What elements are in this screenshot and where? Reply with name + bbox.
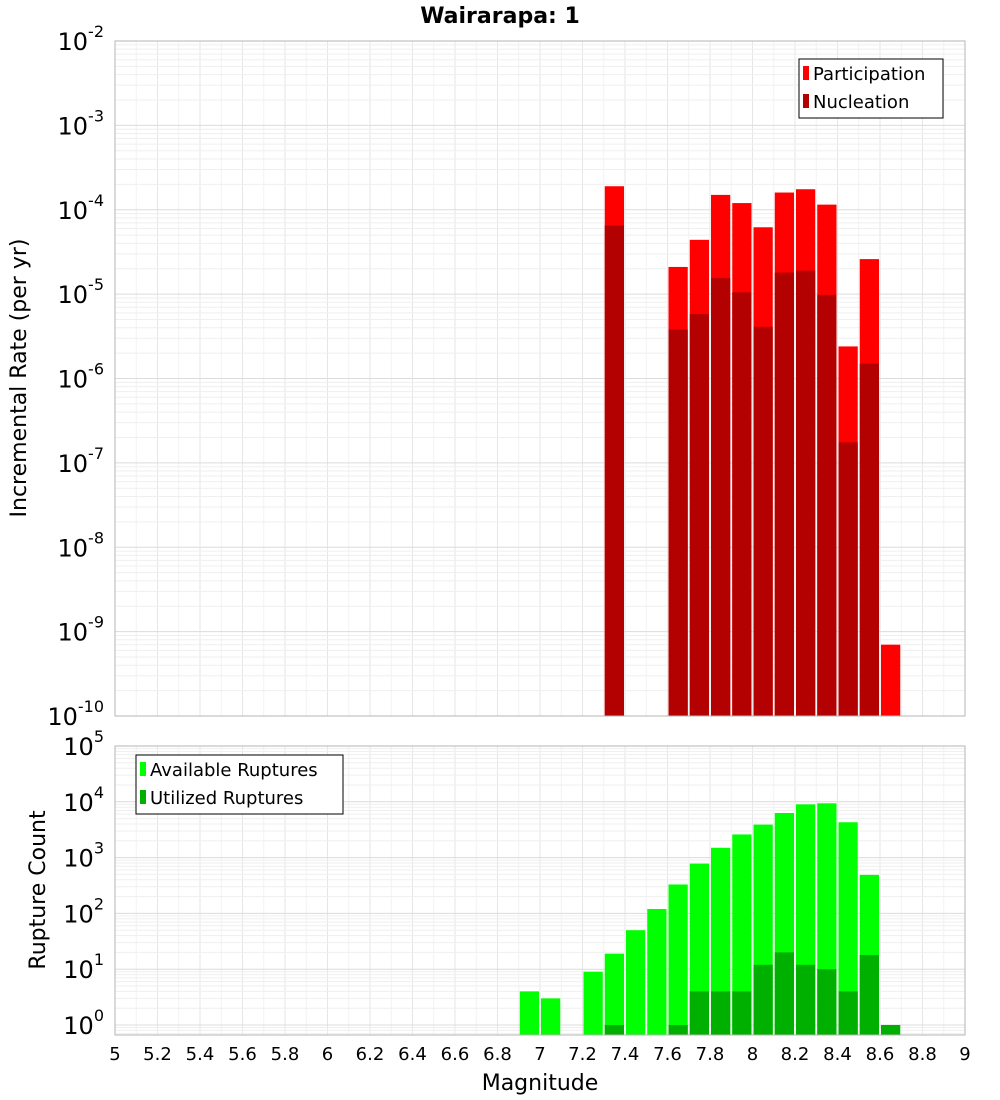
bar-nucleation xyxy=(774,272,794,716)
bottom-y-tick-labels: 100 101 102 103 104 105 xyxy=(63,727,104,1040)
x-tick-label: 7.4 xyxy=(611,1044,640,1065)
bottom-plot-frame xyxy=(114,745,966,1036)
bar-utilized-ruptures xyxy=(796,964,816,1035)
x-tick-label: 5 xyxy=(109,1044,120,1065)
top-bars xyxy=(604,186,901,717)
top-plot: 10-10 10-9 10-8 10-7 10-6 10-5 10-4 10-3 10-2 In… xyxy=(7,22,966,731)
y-tick-label: 104 xyxy=(63,783,104,817)
bottom-legend-box xyxy=(135,754,344,815)
y-tick-label: 102 xyxy=(63,894,104,928)
bar-utilized-ruptures xyxy=(859,954,879,1035)
bar-nucleation xyxy=(753,326,773,716)
bottom-plot: 100 101 102 103 104 105 5 5.2 5.4 5.6 5.8 6 6.2 6.4 6… xyxy=(26,727,971,1096)
x-tick-label: 7.8 xyxy=(696,1044,725,1065)
y-tick-label: 10-6 xyxy=(58,360,105,394)
bar-utilized-ruptures xyxy=(689,991,709,1035)
bar-participation xyxy=(881,644,901,716)
x-tick-label: 8.4 xyxy=(823,1044,852,1065)
legend-label-participation: Participation xyxy=(813,64,925,85)
bottom-y-axis-label: Rupture Count xyxy=(26,810,51,970)
bar-utilized-ruptures xyxy=(732,991,752,1035)
legend-label-available-ruptures: Available Ruptures xyxy=(150,760,318,781)
legend-swatch-available-ruptures xyxy=(140,762,146,776)
x-tick-label: 5.8 xyxy=(271,1044,300,1065)
top-y-axis-label: Incremental Rate (per yr) xyxy=(7,239,32,518)
x-tick-label: 6.6 xyxy=(441,1044,470,1065)
legend-label-nucleation: Nucleation xyxy=(813,92,909,113)
x-tick-label: 7.2 xyxy=(568,1044,597,1065)
x-tick-label: 7 xyxy=(534,1044,545,1065)
bar-utilized-ruptures xyxy=(668,1025,688,1035)
bar-available-ruptures xyxy=(583,971,603,1035)
y-tick-label: 100 xyxy=(63,1006,104,1040)
y-tick-label: 105 xyxy=(63,727,104,761)
bar-nucleation xyxy=(859,363,879,716)
bar-available-ruptures xyxy=(711,847,731,1035)
bar-utilized-ruptures xyxy=(711,991,731,1035)
x-tick-label: 8.2 xyxy=(781,1044,810,1065)
bottom-legend: Available Ruptures Utilized Ruptures xyxy=(135,754,344,815)
x-tick-label: 6 xyxy=(322,1044,333,1065)
bar-utilized-ruptures xyxy=(817,969,837,1035)
bar-nucleation xyxy=(838,442,858,716)
y-tick-label: 103 xyxy=(63,839,104,873)
y-tick-label: 10-7 xyxy=(58,444,105,478)
top-legend: Participation Nucleation xyxy=(798,58,944,119)
chart-title: Wairarapa: 1 xyxy=(420,4,580,29)
x-tick-label: 7.6 xyxy=(653,1044,682,1065)
y-tick-label: 10-4 xyxy=(58,191,105,225)
bar-utilized-ruptures xyxy=(753,964,773,1035)
top-y-tick-labels: 10-10 10-9 10-8 10-7 10-6 10-5 10-4 10-3 10-2 xyxy=(47,22,104,731)
x-tick-label: 9 xyxy=(959,1044,970,1065)
y-tick-label: 10-3 xyxy=(58,106,105,140)
x-axis-label: Magnitude xyxy=(482,1071,599,1096)
x-tick-label: 5.2 xyxy=(143,1044,172,1065)
bar-nucleation xyxy=(668,329,688,716)
bar-available-ruptures xyxy=(604,953,624,1035)
legend-label-utilized-ruptures: Utilized Ruptures xyxy=(150,788,303,809)
bar-nucleation xyxy=(796,270,816,716)
y-tick-label: 10-8 xyxy=(58,528,105,562)
bar-utilized-ruptures xyxy=(881,1025,901,1035)
top-plot-frame xyxy=(114,40,966,717)
bar-utilized-ruptures xyxy=(774,952,794,1035)
bar-nucleation xyxy=(817,294,837,716)
bar-available-ruptures xyxy=(838,822,858,1035)
top-legend-box xyxy=(798,58,944,119)
bar-available-ruptures xyxy=(732,834,752,1035)
bar-nucleation xyxy=(604,225,624,717)
bar-available-ruptures xyxy=(668,884,688,1035)
legend-swatch-utilized-ruptures xyxy=(140,790,146,804)
y-tick-label: 10-10 xyxy=(47,697,104,731)
y-tick-label: 101 xyxy=(63,950,104,984)
x-tick-label: 6.4 xyxy=(398,1044,427,1065)
y-tick-label: 10-5 xyxy=(58,275,105,309)
x-tick-label: 8 xyxy=(747,1044,758,1065)
x-tick-labels: 5 5.2 5.4 5.6 5.8 6 6.2 6.4 6.6 6.8 7 7.2 7.4 7.6 7.8 8… xyxy=(109,1044,970,1065)
x-tick-label: 8.6 xyxy=(866,1044,895,1065)
bar-nucleation xyxy=(689,314,709,716)
legend-swatch-nucleation xyxy=(803,94,809,108)
bar-available-ruptures xyxy=(541,998,561,1035)
y-tick-label: 10-9 xyxy=(58,613,105,647)
bar-available-ruptures xyxy=(626,930,646,1035)
bar-utilized-ruptures xyxy=(838,991,858,1035)
bar-utilized-ruptures xyxy=(604,1025,624,1035)
bar-nucleation xyxy=(732,292,752,716)
x-tick-label: 6.8 xyxy=(483,1044,512,1065)
top-grid xyxy=(114,40,966,717)
bar-nucleation xyxy=(711,278,731,716)
x-tick-label: 5.6 xyxy=(228,1044,257,1065)
bar-available-ruptures xyxy=(519,991,539,1035)
bottom-bars xyxy=(519,803,901,1035)
x-tick-label: 8.8 xyxy=(908,1044,937,1065)
x-tick-label: 5.4 xyxy=(186,1044,215,1065)
bar-available-ruptures xyxy=(647,908,667,1035)
y-tick-label: 10-2 xyxy=(58,22,105,56)
x-tick-label: 6.2 xyxy=(356,1044,385,1065)
legend-swatch-participation xyxy=(803,66,809,80)
